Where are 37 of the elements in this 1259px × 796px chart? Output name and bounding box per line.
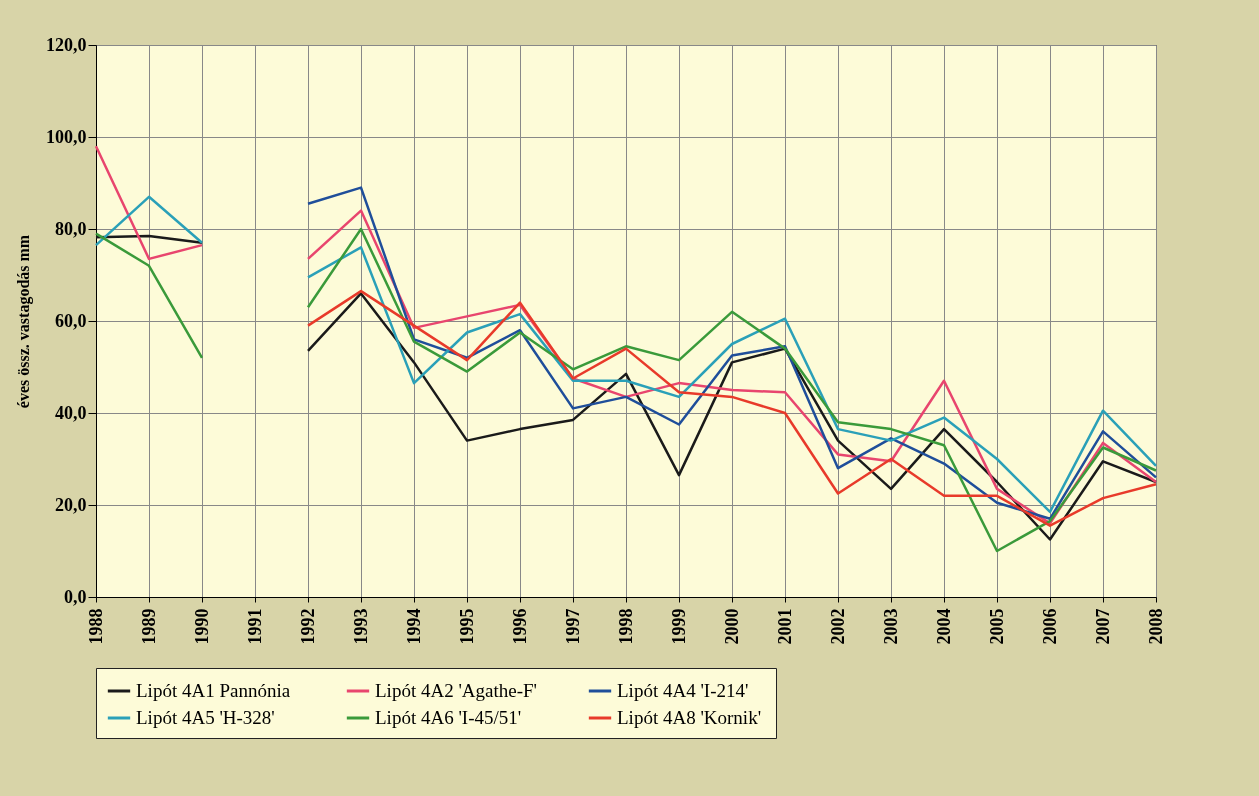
x-tick-label: 1989 — [138, 608, 159, 645]
y-tick-label: 100,0 — [46, 126, 87, 147]
x-tick-label: 1992 — [297, 608, 318, 645]
line-series — [306, 289, 1158, 527]
y-axis-title: éves össz. vastagodás mm — [15, 234, 33, 409]
x-tick-label: 2008 — [1145, 608, 1166, 645]
x-tick-label: 2007 — [1092, 608, 1113, 645]
line-series — [306, 186, 1158, 521]
y-tick-label: 60,0 — [55, 310, 87, 331]
x-tick-label: 2003 — [880, 608, 901, 645]
legend-label: Lipót 4A1 Pannónia — [136, 680, 291, 701]
x-tick-label: 2002 — [827, 608, 848, 645]
x-tick-label: 1988 — [85, 608, 106, 645]
x-tick-label: 1993 — [350, 608, 371, 645]
x-tick-label: 1991 — [244, 608, 265, 645]
x-tick-label: 2001 — [774, 608, 795, 645]
legend-label: Lipót 4A5 'H-328' — [136, 707, 275, 728]
x-tick-label: 1996 — [509, 608, 530, 645]
y-tick-label: 20,0 — [55, 494, 87, 515]
x-tick-label: 2004 — [933, 608, 954, 645]
y-tick-label: 120,0 — [46, 34, 87, 55]
legend-label: Lipót 4A8 'Kornik' — [617, 707, 762, 728]
y-tick-label: 0,0 — [64, 586, 87, 607]
x-tick-label: 1997 — [562, 608, 583, 645]
x-tick-label: 1994 — [403, 608, 424, 645]
x-tick-label: 2000 — [721, 608, 742, 645]
legend-label: Lipót 4A2 'Agathe-F' — [375, 680, 537, 701]
x-tick-label: 1995 — [456, 608, 477, 645]
x-tick-label: 2006 — [1039, 608, 1060, 645]
x-tick-label: 1990 — [191, 608, 212, 645]
x-tick-label: 2005 — [986, 608, 1007, 645]
legend-label: Lipót 4A4 'I-214' — [617, 680, 749, 701]
x-tick-label: 1999 — [668, 608, 689, 645]
x-tick-label: 1998 — [615, 608, 636, 645]
y-tick-label: 40,0 — [55, 402, 87, 423]
legend-label: Lipót 4A6 'I-45/51' — [375, 707, 522, 728]
y-tick-label: 80,0 — [55, 218, 87, 239]
